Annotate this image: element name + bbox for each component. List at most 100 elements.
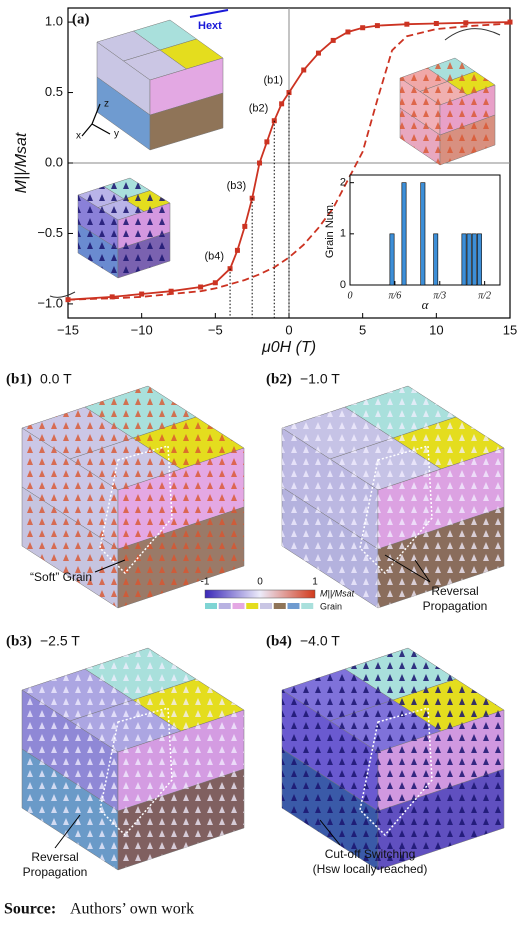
cube-texture <box>378 769 504 870</box>
bar <box>433 233 439 286</box>
grain-swatch <box>301 603 314 609</box>
panel-field: 0.0 T <box>40 371 72 387</box>
cube-texture <box>85 386 196 438</box>
cube-texture <box>118 507 244 608</box>
bar <box>461 233 467 286</box>
axis-arrow <box>81 123 93 137</box>
series-marker <box>345 29 351 35</box>
grain-swatch <box>246 603 259 609</box>
cube-texture <box>118 448 244 549</box>
cube-texture <box>378 507 504 608</box>
series-marker <box>279 101 285 107</box>
cube-texture <box>282 669 393 721</box>
cube-texture <box>345 386 456 438</box>
cube-texture <box>22 749 118 870</box>
cube-texture <box>133 417 244 469</box>
grain-swatch <box>287 603 300 609</box>
point-label: (b1) <box>263 74 283 86</box>
cube-texture <box>78 224 118 278</box>
panel-label: (b2) <box>266 371 292 387</box>
y-axis-label: M||/Msat <box>13 132 30 193</box>
bar <box>471 233 477 286</box>
cube-texture <box>400 78 440 135</box>
cube-texture <box>22 428 118 549</box>
x-axis-label: α <box>422 297 430 312</box>
cube-texture <box>104 178 150 199</box>
y-tick-label: 2 <box>340 177 346 189</box>
series-marker <box>198 284 204 290</box>
cube-texture <box>98 199 144 220</box>
cube-texture <box>78 186 124 208</box>
panel-label: (b1) <box>6 371 32 387</box>
colorbar-tick: -1 <box>201 577 210 588</box>
cube-texture <box>282 428 378 549</box>
field-label: Hext <box>198 20 222 32</box>
cube-texture <box>282 690 378 811</box>
cube-texture <box>22 407 133 459</box>
cube-texture <box>70 438 181 490</box>
x-tick-label: π/2 <box>478 290 491 301</box>
annotation: “Soft” Grain <box>30 570 92 584</box>
y-tick-label: 1 <box>340 228 346 240</box>
point-label: (b4) <box>205 251 225 263</box>
panel-label: (b3) <box>6 633 32 649</box>
annotation: Reversal <box>31 850 78 864</box>
cube-texture <box>22 669 133 721</box>
colorbar-tick: 1 <box>312 577 318 588</box>
cube-texture <box>22 690 118 811</box>
panel-label: (a) <box>72 11 90 27</box>
x-tick-label: 0 <box>348 290 353 301</box>
x-tick-label: −5 <box>208 322 223 337</box>
cube-texture <box>440 115 495 165</box>
annotation: Propagation <box>423 599 488 613</box>
cube-texture <box>118 710 244 811</box>
x-tick-label: −15 <box>57 322 79 337</box>
link-arrow <box>49 291 76 298</box>
bar <box>420 182 426 286</box>
y-axis-label: Grain Num. <box>324 202 336 258</box>
cube-texture <box>440 85 495 135</box>
grain-outline <box>359 707 433 837</box>
series-marker <box>301 67 307 73</box>
series-marker <box>168 288 174 294</box>
bar <box>476 233 482 286</box>
cube-texture <box>22 487 118 608</box>
series-marker <box>257 160 263 166</box>
y-tick-label: 1.0 <box>45 14 63 29</box>
panel-field: −2.5 T <box>40 633 80 649</box>
annotation: Propagation <box>23 865 88 879</box>
series-marker <box>433 21 439 26</box>
cube-texture <box>282 407 393 459</box>
series-marker <box>404 21 410 27</box>
series-marker <box>264 139 270 145</box>
cube-texture <box>393 679 504 731</box>
cube-texture <box>118 769 244 870</box>
cube-texture <box>124 190 170 212</box>
series-marker <box>109 294 115 300</box>
colorbar-tick: 0 <box>257 577 263 588</box>
cube-texture <box>78 195 118 249</box>
annotation: (Hsw locally reached) <box>313 862 428 876</box>
y-tick-label: 0 <box>340 279 346 291</box>
x-tick-label: 0 <box>285 322 292 337</box>
series-marker <box>242 223 248 229</box>
y-tick-label: −0.5 <box>37 225 63 240</box>
bar <box>401 182 407 286</box>
annotation-pointer <box>94 559 126 573</box>
cube-texture <box>118 232 170 278</box>
field-arrow <box>189 9 229 18</box>
series-line <box>67 22 511 301</box>
source-text: Authors’ own work <box>70 901 194 918</box>
cube-texture <box>85 648 196 700</box>
series-marker <box>360 25 366 31</box>
x-tick-label: 10 <box>429 322 443 337</box>
cube-texture <box>400 108 440 165</box>
colorbar-label: M||/Msat <box>320 588 355 598</box>
bar <box>466 233 472 286</box>
grain-swatch <box>205 603 217 609</box>
y-tick-label: 0.0 <box>45 154 63 169</box>
cube-texture <box>282 749 378 870</box>
cube-texture <box>378 448 504 549</box>
